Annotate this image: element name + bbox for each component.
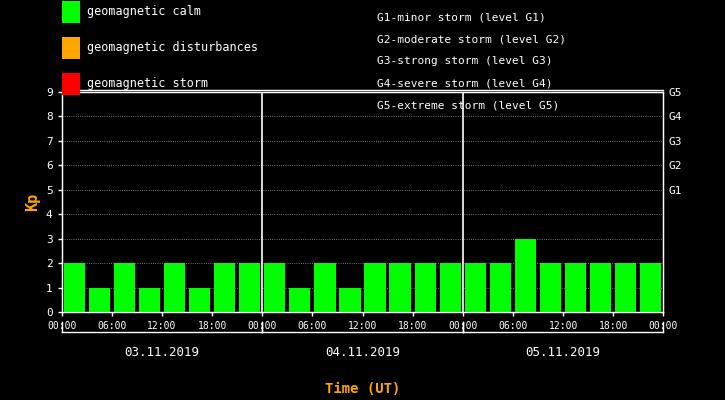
Bar bbox=[264, 263, 286, 312]
Text: G1-minor storm (level G1): G1-minor storm (level G1) bbox=[377, 12, 546, 22]
Text: geomagnetic storm: geomagnetic storm bbox=[87, 78, 208, 90]
Bar bbox=[515, 239, 536, 312]
Text: G2-moderate storm (level G2): G2-moderate storm (level G2) bbox=[377, 34, 566, 44]
Bar bbox=[615, 263, 637, 312]
Bar bbox=[138, 288, 160, 312]
Bar bbox=[239, 263, 260, 312]
Bar bbox=[465, 263, 486, 312]
Bar bbox=[88, 288, 110, 312]
Bar bbox=[114, 263, 135, 312]
Text: geomagnetic disturbances: geomagnetic disturbances bbox=[87, 42, 258, 54]
Bar bbox=[314, 263, 336, 312]
Text: geomagnetic calm: geomagnetic calm bbox=[87, 6, 201, 18]
Bar bbox=[64, 263, 85, 312]
Bar bbox=[339, 288, 360, 312]
Bar bbox=[590, 263, 611, 312]
Bar bbox=[565, 263, 587, 312]
Y-axis label: Kp: Kp bbox=[25, 193, 41, 211]
Text: 05.11.2019: 05.11.2019 bbox=[526, 346, 600, 358]
Bar bbox=[389, 263, 411, 312]
Text: Time (UT): Time (UT) bbox=[325, 382, 400, 396]
Text: G3-strong storm (level G3): G3-strong storm (level G3) bbox=[377, 56, 552, 66]
Bar bbox=[365, 263, 386, 312]
Bar bbox=[189, 288, 210, 312]
Text: G4-severe storm (level G4): G4-severe storm (level G4) bbox=[377, 78, 552, 88]
Text: G5-extreme storm (level G5): G5-extreme storm (level G5) bbox=[377, 100, 559, 110]
Bar bbox=[439, 263, 461, 312]
Bar bbox=[214, 263, 235, 312]
Bar bbox=[640, 263, 661, 312]
Bar bbox=[540, 263, 561, 312]
Bar bbox=[289, 288, 310, 312]
Text: 04.11.2019: 04.11.2019 bbox=[325, 346, 400, 358]
Text: 03.11.2019: 03.11.2019 bbox=[125, 346, 199, 358]
Bar bbox=[490, 263, 511, 312]
Bar bbox=[415, 263, 436, 312]
Bar bbox=[164, 263, 185, 312]
